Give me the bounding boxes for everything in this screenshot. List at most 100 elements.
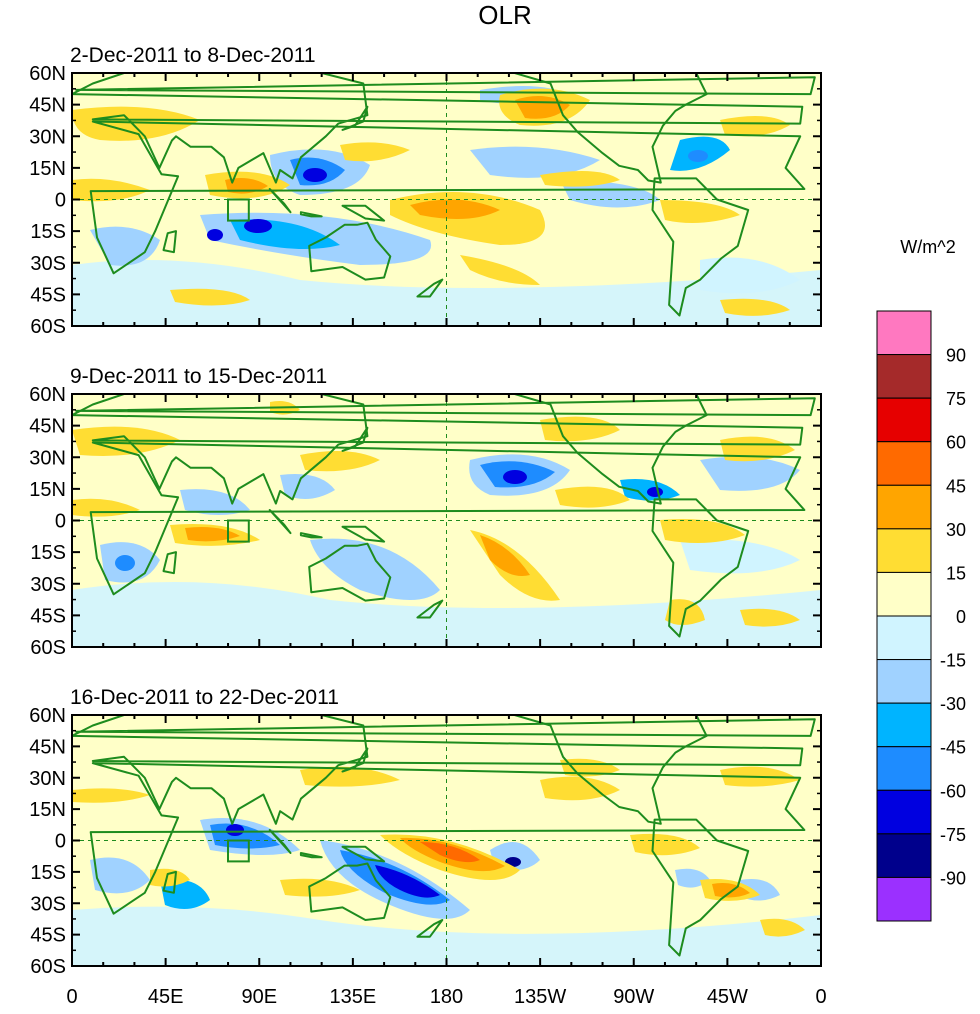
panel-1-axes: [71, 72, 822, 327]
lon-tick-label: 135E: [330, 986, 377, 1008]
lat-tick-label: 30S: [30, 893, 66, 915]
lon-tick-label: 90E: [241, 986, 277, 1008]
coastline: [341, 105, 369, 131]
panel-2-axes: [71, 393, 822, 648]
lat-tick-label: 30N: [29, 126, 66, 148]
coastline: [651, 177, 750, 317]
coastline: [299, 211, 323, 218]
colorbar-label: -30: [940, 694, 966, 714]
colorbar-swatch: [876, 441, 932, 486]
colorbar-swatch: [876, 659, 932, 704]
colorbar-label: -45: [940, 738, 966, 758]
coastline: [72, 73, 804, 184]
panel-1-date-range: 2-Dec-2011 to 8-Dec-2011: [70, 44, 316, 67]
lon-tick-label: 45W: [707, 986, 748, 1008]
lat-tick-label: 30S: [30, 574, 66, 596]
lat-tick-label: 30N: [29, 447, 66, 469]
coastline: [416, 278, 444, 298]
lon-tick-label: 45E: [148, 986, 184, 1008]
figure-title: OLR: [478, 0, 531, 30]
lat-tick-label: 15N: [29, 158, 66, 180]
panel-3-axes: [71, 714, 822, 967]
lon-tick-label: 180: [430, 986, 463, 1008]
lat-tick-label: 60S: [30, 637, 66, 659]
lat-tick-label: 60N: [29, 63, 66, 85]
coastline: [416, 919, 444, 938]
coastline: [416, 599, 444, 619]
lat-tick-label: 0: [55, 831, 66, 853]
colorbar-swatch: [876, 310, 932, 356]
lat-tick-label: 15N: [29, 479, 66, 501]
lat-tick-label: 60N: [29, 705, 66, 727]
lat-tick-label: 45N: [29, 95, 66, 117]
lat-tick-label: 45S: [30, 605, 66, 627]
colorbar-swatch: [876, 789, 932, 835]
coastline: [75, 76, 816, 96]
colorbar-label: 0: [956, 607, 966, 627]
map-panel-2: 9-Dec-2011 to 15-Dec-2011: [70, 365, 821, 647]
region-box: [227, 198, 250, 222]
colorbar-label: 60: [946, 433, 966, 453]
lon-tick-label: 0: [815, 986, 826, 1008]
lon-tick-label: 0: [66, 986, 77, 1008]
colorbar-units-label: W/m^2: [900, 237, 955, 257]
panel-3-coastlines: [72, 715, 816, 957]
coastline: [75, 397, 816, 417]
colorbar-swatch: [876, 746, 932, 791]
map-panel-3: 16-Dec-2011 to 22-Dec-2011: [70, 686, 821, 966]
lat-tick-label: 15S: [30, 221, 66, 243]
coastline: [341, 845, 386, 863]
lat-tick-label: 0: [55, 511, 66, 533]
map-panel-1: 2-Dec-2011 to 8-Dec-2011: [70, 44, 821, 326]
lon-tick-label: 90W: [613, 986, 654, 1008]
lat-tick-label: 60N: [29, 384, 66, 406]
colorbar-swatch: [876, 528, 932, 573]
panel-3-date-range: 16-Dec-2011 to 22-Dec-2011: [70, 686, 339, 709]
colorbar-label: 30: [946, 520, 966, 540]
colorbar-swatch: [876, 484, 932, 530]
coastline: [162, 551, 177, 575]
lat-tick-label: 60S: [30, 316, 66, 338]
colorbar-swatch: [876, 615, 932, 661]
colorbar-label: -90: [940, 868, 966, 888]
lat-tick-label: 45N: [29, 416, 66, 438]
coastline: [75, 718, 816, 737]
colorbar-swatch: [876, 833, 932, 878]
colorbar: 90 75 60 45 30 15 0 -15 -30 -45 -60 -75 -90: [876, 310, 966, 922]
lat-tick-label: 15S: [30, 862, 66, 884]
lat-tick-label: 30N: [29, 768, 66, 790]
panel-1-coastlines: [72, 73, 816, 317]
coastline: [341, 747, 369, 773]
coastline: [651, 818, 750, 957]
coastline: [341, 525, 386, 543]
coastline: [299, 852, 323, 859]
coastline: [268, 188, 292, 214]
colorbar-swatch: [876, 702, 932, 748]
coastline: [89, 120, 806, 275]
coastline: [72, 715, 804, 825]
lat-tick-label: 15N: [29, 799, 66, 821]
colorbar-label: -75: [940, 825, 966, 845]
colorbar-swatch: [876, 397, 932, 443]
coastline: [72, 394, 804, 505]
coastline: [268, 829, 292, 854]
lat-tick-label: 0: [55, 190, 66, 212]
lat-tick-label: 30S: [30, 253, 66, 275]
lat-tick-label: 45S: [30, 925, 66, 947]
coastline: [308, 542, 392, 602]
coastline: [341, 204, 386, 222]
region-box: [227, 839, 250, 863]
lat-tick-label: 45N: [29, 736, 66, 758]
lon-tick-label: 135W: [514, 986, 566, 1008]
coastline: [308, 221, 392, 281]
coastline: [651, 498, 750, 638]
region-box: [227, 519, 250, 543]
coastline: [268, 509, 292, 535]
colorbar-label: -60: [940, 781, 966, 801]
colorbar-swatch: [876, 354, 932, 399]
lat-tick-label: 45S: [30, 284, 66, 306]
panel-2-coastlines: [72, 394, 816, 638]
coastline: [162, 230, 177, 254]
colorbar-label: -15: [940, 651, 966, 671]
colorbar-label: 15: [946, 563, 966, 583]
